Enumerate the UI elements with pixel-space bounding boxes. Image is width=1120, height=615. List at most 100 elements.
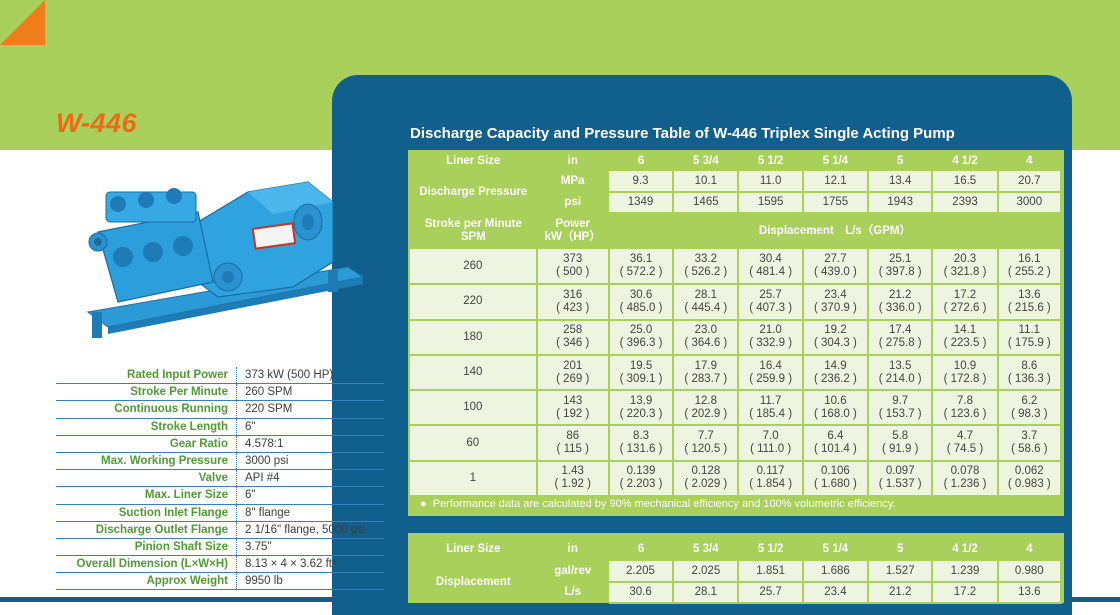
displacement-gpm: ( 407.3 ) xyxy=(749,301,793,314)
displacement-gpm: ( 1.236 ) xyxy=(943,478,987,491)
displacement-gpm: ( 485.0 ) xyxy=(619,301,663,314)
displacement-gpm: ( 336.0 ) xyxy=(878,301,922,314)
galrev-cell: 1.239 xyxy=(932,561,999,583)
displacement-ls: 0.097 xyxy=(885,465,915,478)
displacement-cell: 8.6( 136.3 ) xyxy=(997,354,1063,392)
displacement-ls: 21.2 xyxy=(889,288,912,301)
displacement-ls: 14.9 xyxy=(824,359,847,372)
displacement-cell: 27.7( 439.0 ) xyxy=(802,249,870,286)
displacement-gpm: ( 272.6 ) xyxy=(943,301,987,314)
spec-value: 9950 lb xyxy=(236,572,384,591)
displacement-gpm: ( 396.3 ) xyxy=(619,337,663,350)
displacement-ls: 17.9 xyxy=(694,359,718,372)
displacement-ls: 12.8 xyxy=(694,394,718,407)
displacement-cell: 23.4( 370.9 ) xyxy=(802,284,870,321)
displacement-cell: 28.1( 445.4 ) xyxy=(673,284,740,321)
displacement-gpm: ( 111.0 ) xyxy=(750,443,792,456)
displacement-ls: 17.2 xyxy=(953,288,977,301)
displacement-gpm: ( 370.9 ) xyxy=(814,301,857,314)
power-kw: 86 xyxy=(566,430,580,443)
displacement-cell: 0.128( 2.029 ) xyxy=(673,460,740,498)
displacement-gpm: ( 304.3 ) xyxy=(814,337,857,350)
galrev-cell: 2.025 xyxy=(673,561,740,583)
spec-value: 2 1/16" flange, 5000 psi xyxy=(236,521,384,539)
power-hp: ( 423 ) xyxy=(556,301,590,314)
liner-size-cell: 5 3/4 xyxy=(693,154,719,167)
displacement-ls: 4.7 xyxy=(956,430,973,443)
data-row: 1 1.43( 1.92 ) 0.139( 2.203 ) 0.128( 2.029 … xyxy=(410,460,1063,498)
liner-size-cell: 5 1/4 xyxy=(822,154,849,167)
spec-row: Stroke Per Minute 260 SPM xyxy=(56,383,384,402)
psi-cell: 2393 xyxy=(932,192,999,214)
displacement-cell: 0.097( 1.537 ) xyxy=(868,460,934,498)
liner-size-cell: 5 3/4 xyxy=(693,543,719,555)
displacement-ls: 25.1 xyxy=(889,253,912,266)
displacement-ls: 0.139 xyxy=(626,465,656,478)
spec-row: Max. Working Pressure 3000 psi xyxy=(56,452,384,471)
displacement-cell: 13.9( 220.3 ) xyxy=(608,390,675,427)
spm-cell: 220 xyxy=(410,284,538,321)
spec-label: Rated Input Power xyxy=(56,367,237,385)
displacement-cell: 11.1( 175.9 ) xyxy=(997,319,1063,356)
displacement-ls: 0.062 xyxy=(1014,465,1044,478)
displacement-ls: 27.7 xyxy=(824,253,847,266)
spec-table: Rated Input Power 373 kW (500 HP) Stroke P… xyxy=(56,367,384,591)
displacement-cell: 19.2( 304.3 ) xyxy=(802,319,870,356)
power-header: Power kW（HP） xyxy=(537,213,609,249)
liner-size-cell: 6 xyxy=(637,543,645,555)
liner-size-cell: 4 1/2 xyxy=(952,154,978,167)
displacement-gpm: ( 101.4 ) xyxy=(814,443,857,456)
displacement-cell: 16.1( 255.2 ) xyxy=(997,249,1063,286)
power-cell: 258( 346 ) xyxy=(536,319,610,356)
psi-cell: 3000 xyxy=(997,192,1063,214)
spec-label: Suction Inlet Flange xyxy=(56,504,237,522)
displacement-cell: 21.2( 336.0 ) xyxy=(868,284,934,321)
spec-label: Valve xyxy=(56,469,237,488)
displacement-cell: 10.6( 168.0 ) xyxy=(802,390,870,427)
spec-value: 220 SPM xyxy=(236,400,384,419)
displacement-gpm: ( 255.2 ) xyxy=(1007,266,1051,279)
displacement-ls: 10.6 xyxy=(824,394,847,407)
spec-row: Suction Inlet Flange 8" flange xyxy=(56,504,384,522)
spec-row: Rated Input Power 373 kW (500 HP) xyxy=(56,367,384,385)
displacement-gpm: ( 74.5 ) xyxy=(946,443,984,456)
liner-size-cell: 5 xyxy=(897,154,904,167)
spec-row: Pinion Shaft Size 3.75" xyxy=(56,538,384,557)
spec-value: 4.578:1 xyxy=(236,435,384,453)
spec-label: Overall Dimension (L×W×H) xyxy=(56,555,237,574)
liner-size-cell: 5 1/2 xyxy=(757,154,784,167)
displacement-gpm: ( 2.203 ) xyxy=(619,478,663,491)
displacement-cell: 20.3( 321.8 ) xyxy=(932,249,999,286)
displacement-gpm: ( 223.5 ) xyxy=(943,337,987,350)
displacement-header: Displacement L/s（GPM） xyxy=(758,225,911,237)
data-row: 60 86( 115 ) 8.3( 131.6 ) 7.7( 120.5 ) 7.0( … xyxy=(410,425,1063,462)
liner-size-row: Liner Size in 6 5 3/4 5 1/2 5 1/4 5 4 1/2 4 xyxy=(410,538,1061,561)
power-header-line1: Power xyxy=(555,218,590,230)
liner-size-cell: 5 xyxy=(897,543,904,555)
psi-cell: 1595 xyxy=(738,192,804,214)
displacement-cell: 6.2( 98.3 ) xyxy=(997,390,1063,427)
liner-unit: in xyxy=(567,543,578,555)
displacement-ls: 17.4 xyxy=(889,324,912,337)
galrev-cell: 0.980 xyxy=(997,561,1063,583)
discharge-pressure-label: Discharge Pressure xyxy=(419,185,528,198)
displacement-gpm: ( 214.0 ) xyxy=(878,372,922,385)
liner-size-label: Liner Size xyxy=(446,154,501,167)
spec-label: Stroke Length xyxy=(56,418,237,436)
displacement-ls: 28.1 xyxy=(694,288,718,301)
displacement-gpm: ( 1.680 ) xyxy=(814,478,857,491)
psi-cell: 1465 xyxy=(673,192,740,214)
power-header-line2: kW（HP） xyxy=(544,231,601,243)
displacement-gpm: ( 136.3 ) xyxy=(1007,372,1051,385)
liner-unit: in xyxy=(567,154,578,167)
displacement-ls: 19.5 xyxy=(629,359,653,372)
data-row: 140 201( 269 ) 19.5( 309.1 ) 17.9( 283.7 ) 1… xyxy=(410,354,1063,392)
displacement-ls: 23.0 xyxy=(694,324,718,337)
displacement-ls: 25.0 xyxy=(629,324,653,337)
displacement-gpm: ( 215.6 ) xyxy=(1007,301,1051,314)
displacement-cell: 25.1( 397.8 ) xyxy=(868,249,934,286)
galrev-cell: 1.686 xyxy=(802,561,870,583)
spec-label: Max. Working Pressure xyxy=(56,452,237,471)
spec-value: 8.13 × 4 × 3.62 ft³ xyxy=(236,555,384,574)
displacement-ls: 30.6 xyxy=(629,288,653,301)
